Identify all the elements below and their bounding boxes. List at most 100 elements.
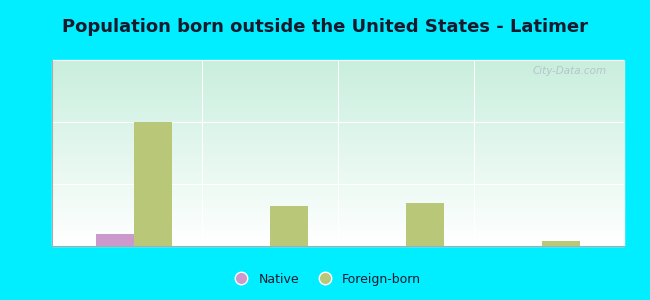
Bar [52, 158, 624, 159]
Bar [52, 173, 624, 174]
Bar [52, 211, 624, 212]
Bar [52, 234, 624, 235]
Bar [52, 176, 624, 177]
Bar [52, 143, 624, 144]
Bar [52, 90, 624, 91]
Bar [270, 206, 308, 246]
Bar [52, 203, 624, 204]
Bar [52, 110, 624, 111]
Bar [52, 196, 624, 197]
Bar [52, 124, 624, 125]
Bar [542, 241, 580, 246]
Bar [52, 105, 624, 106]
Bar [52, 168, 624, 169]
Bar [52, 108, 624, 109]
Bar [52, 178, 624, 179]
Bar [52, 207, 624, 208]
Bar [52, 237, 624, 238]
Bar [52, 122, 624, 123]
Bar [52, 107, 624, 108]
Bar [52, 205, 624, 206]
Bar [52, 210, 624, 211]
Bar [52, 139, 624, 140]
Bar [52, 118, 624, 119]
Bar [52, 70, 624, 71]
Bar [52, 119, 624, 120]
Bar [52, 161, 624, 162]
Bar [52, 99, 624, 100]
Bar [52, 102, 624, 103]
Bar [52, 104, 624, 105]
Bar [52, 61, 624, 62]
Bar [52, 130, 624, 131]
Bar [52, 165, 624, 166]
Bar [52, 241, 624, 242]
Bar [52, 197, 624, 198]
Bar [52, 230, 624, 231]
Bar [52, 198, 624, 199]
Bar [52, 189, 624, 190]
Bar [406, 202, 444, 246]
Bar [52, 74, 624, 75]
Bar [52, 96, 624, 97]
Bar [52, 98, 624, 99]
Bar [52, 137, 624, 138]
Bar [52, 200, 624, 201]
Bar [52, 141, 624, 142]
Bar [52, 127, 624, 128]
Bar [52, 179, 624, 180]
Bar [52, 164, 624, 165]
Bar [52, 81, 624, 82]
Bar [52, 152, 624, 153]
Bar [52, 228, 624, 229]
Bar [52, 147, 624, 148]
Bar [52, 209, 624, 210]
Bar [52, 201, 624, 202]
Bar [52, 169, 624, 170]
Bar [96, 234, 134, 246]
Bar [52, 87, 624, 88]
Bar [52, 132, 624, 133]
Bar [52, 215, 624, 216]
Bar [52, 170, 624, 171]
Bar [52, 192, 624, 193]
Bar [52, 212, 624, 214]
Bar [52, 181, 624, 182]
Bar [52, 73, 624, 74]
Bar [52, 125, 624, 126]
Bar [52, 64, 624, 66]
Bar [52, 226, 624, 227]
Legend: Native, Foreign-born: Native, Foreign-born [224, 268, 426, 291]
Bar [52, 238, 624, 239]
Bar [52, 242, 624, 243]
Bar [52, 62, 624, 63]
Bar [52, 149, 624, 150]
Bar [52, 219, 624, 220]
Text: Population born outside the United States - Latimer: Population born outside the United State… [62, 18, 588, 36]
Bar [52, 171, 624, 172]
Bar [52, 95, 624, 96]
Bar [52, 172, 624, 173]
Bar [52, 85, 624, 86]
Bar [52, 92, 624, 94]
Bar [52, 68, 624, 69]
Bar [52, 225, 624, 226]
Bar [52, 155, 624, 156]
Bar [52, 183, 624, 184]
Bar [52, 150, 624, 151]
Bar [52, 227, 624, 228]
Bar [52, 115, 624, 116]
Bar [52, 79, 624, 80]
Bar [52, 135, 624, 136]
Bar [52, 75, 624, 76]
Bar [52, 76, 624, 77]
Bar [52, 231, 624, 232]
Bar [52, 118, 624, 119]
Bar [52, 128, 624, 129]
Bar [52, 162, 624, 163]
Bar [52, 193, 624, 194]
Bar [52, 145, 624, 146]
Bar [52, 77, 624, 78]
Bar [52, 153, 624, 154]
Bar [52, 67, 624, 68]
